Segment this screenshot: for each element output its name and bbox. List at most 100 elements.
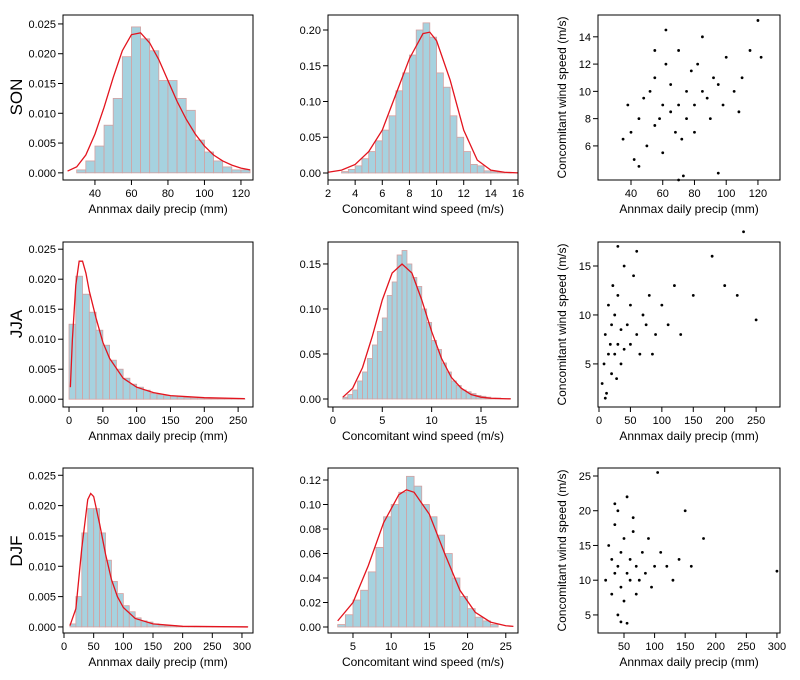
bar: [406, 475, 415, 628]
point: [685, 117, 688, 121]
point: [705, 96, 709, 100]
point: [607, 303, 610, 307]
bar: [183, 396, 192, 400]
point: [754, 318, 758, 322]
point: [658, 117, 661, 121]
point: [660, 303, 664, 307]
point: [645, 144, 649, 148]
x-axis-label: Annmax daily precip (mm): [619, 655, 758, 669]
x-tick-label: 100: [653, 415, 671, 427]
y-tick-label: 0.005: [28, 138, 56, 150]
point: [671, 578, 675, 582]
y-tick-label: 5: [585, 610, 591, 622]
bar: [105, 559, 112, 628]
bar: [190, 397, 198, 400]
point: [603, 333, 607, 336]
bar: [436, 72, 444, 174]
bar: [441, 362, 447, 400]
point: [648, 89, 652, 93]
bar: [401, 250, 408, 400]
point: [689, 564, 693, 568]
y-tick-label: 0.010: [28, 108, 56, 120]
x-tick-label: 0: [66, 415, 72, 427]
point: [693, 130, 696, 134]
plot-frame: [597, 467, 781, 634]
point: [664, 62, 668, 66]
x-axis-label: Annmax daily precip (mm): [88, 202, 227, 216]
y-tick-label: 14: [579, 32, 591, 44]
point: [737, 110, 741, 114]
bar: [411, 277, 418, 400]
bar: [442, 86, 451, 174]
y-tick-label: 0.06: [300, 549, 321, 561]
bar: [347, 169, 356, 174]
bar: [170, 395, 178, 400]
bar: [386, 295, 393, 400]
bar: [94, 145, 105, 174]
point: [701, 89, 704, 93]
bar: [406, 263, 413, 400]
point: [608, 342, 612, 346]
point: [685, 89, 688, 93]
x-tick-label: 80: [688, 188, 700, 200]
row-label: SON: [7, 79, 26, 116]
bar: [222, 166, 233, 174]
point: [613, 313, 617, 317]
point: [683, 509, 687, 513]
point: [673, 284, 676, 287]
point: [610, 323, 613, 327]
bar: [158, 80, 169, 174]
point: [613, 352, 617, 356]
bar: [421, 504, 430, 628]
row-label: JJA: [7, 309, 26, 338]
bar: [388, 115, 397, 174]
x-tick-label: 120: [232, 188, 250, 200]
x-tick-label: 14: [485, 188, 497, 200]
bar: [482, 620, 491, 628]
bar: [240, 169, 251, 174]
bar: [81, 532, 89, 628]
x-tick-label: 10: [426, 415, 438, 427]
bar: [167, 80, 178, 174]
point: [631, 516, 635, 520]
y-tick-label: 0.15: [300, 61, 321, 73]
y-tick-label: 10: [579, 575, 591, 587]
point: [613, 571, 617, 575]
bar: [381, 317, 388, 400]
bar: [428, 516, 438, 628]
x-tick-label: 150: [161, 415, 179, 427]
y-tick-label: 15: [579, 261, 591, 273]
point: [616, 245, 620, 248]
plot-frame: [597, 241, 781, 408]
y-tick-label: 0.005: [28, 592, 56, 604]
bar: [398, 491, 407, 628]
x-tick-label: 100: [717, 188, 735, 200]
bar: [204, 151, 214, 174]
bar: [375, 546, 384, 628]
point: [654, 333, 657, 336]
x-tick-label: 200: [173, 641, 191, 653]
point: [710, 254, 714, 258]
bar: [156, 393, 165, 400]
point: [708, 117, 712, 121]
point: [629, 342, 632, 346]
bar: [483, 170, 492, 174]
point: [775, 569, 779, 573]
bar: [395, 90, 404, 174]
x-axis-label: Annmax daily precip (mm): [88, 429, 227, 443]
y-tick-label: 0.00: [300, 168, 321, 180]
point: [632, 158, 636, 161]
bar: [112, 97, 123, 174]
x-tick-label: 250: [229, 415, 247, 427]
bar: [450, 380, 457, 400]
y-tick-label: 0.08: [300, 524, 321, 536]
y-tick-label: 0.05: [300, 132, 321, 144]
bar: [149, 392, 158, 400]
y-tick-label: 0.000: [28, 168, 56, 180]
point: [653, 124, 657, 127]
x-tick-label: 50: [97, 415, 109, 427]
point: [616, 564, 620, 568]
point: [677, 49, 681, 52]
point: [644, 571, 647, 575]
point: [653, 49, 657, 52]
